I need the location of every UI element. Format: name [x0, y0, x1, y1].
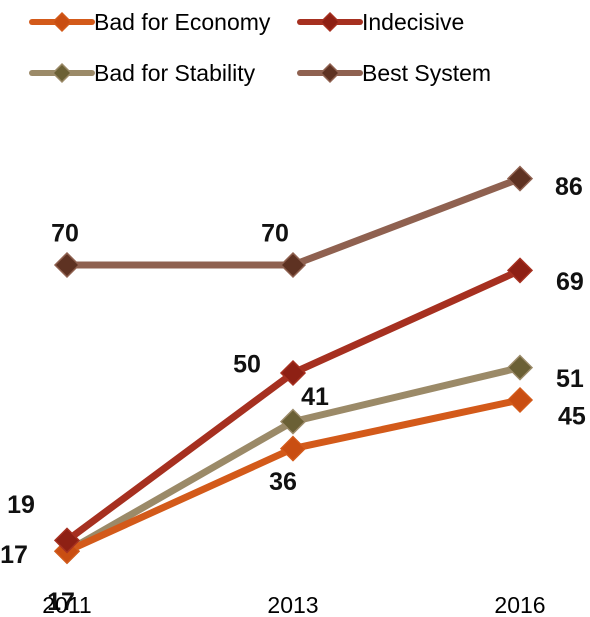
data-point-best-system-2013: [279, 251, 307, 279]
legend-label: Best System: [362, 60, 491, 86]
x-tick-label-2011: 2011: [42, 592, 91, 617]
data-label-indecisive-2016: 69: [556, 268, 584, 296]
data-label-best-system-2011: 70: [51, 220, 79, 248]
data-label-bad-for-economy-2016: 45: [558, 403, 586, 431]
legend-item-bad-for-economy: Bad for Economy: [29, 9, 271, 35]
legend-label: Bad for Stability: [94, 60, 256, 86]
series-line-indecisive: [63, 266, 524, 544]
series-markers: [53, 165, 534, 565]
data-point-best-system-2011: [53, 251, 81, 279]
data-point-bad-for-economy-2016: [506, 386, 534, 414]
legend-item-best-system: Best System: [297, 60, 491, 86]
legend: Bad for Economy Indecisive Bad for Stabili…: [29, 9, 491, 86]
data-label-bad-for-stability-2016: 51: [556, 365, 584, 393]
data-label-indecisive-2011: 19: [7, 491, 35, 519]
data-point-best-system-2016: [506, 165, 534, 192]
legend-item-bad-for-stability: Bad for Stability: [29, 60, 256, 86]
data-point-bad-for-stability-2013: [279, 408, 307, 435]
data-label-bad-for-economy-2013: 36: [269, 468, 297, 496]
legend-swatch-marker: [319, 62, 341, 84]
data-label-best-system-2013: 70: [261, 220, 289, 248]
data-label-best-system-2016: 86: [555, 173, 583, 201]
legend-label: Bad for Economy: [94, 9, 271, 35]
data-label-indecisive-2013: 50: [233, 351, 261, 379]
legend-item-indecisive: Indecisive: [297, 9, 464, 35]
data-point-indecisive-2011: [53, 527, 81, 554]
data-label-bad-for-stability-2011: 17: [47, 588, 75, 616]
data-point-bad-for-stability-2016: [506, 354, 534, 381]
x-axis-ticks: 2011 2013 2016: [42, 592, 545, 617]
data-label-bad-for-stability-2013: 41: [301, 383, 329, 411]
legend-swatch-marker: [51, 62, 73, 84]
data-point-indecisive-2016: [506, 257, 534, 284]
legend-swatch-marker: [319, 11, 341, 33]
data-label-bad-for-economy-2011: 17: [0, 541, 28, 569]
legend-label: Indecisive: [362, 9, 464, 35]
series-line-best-system: [63, 175, 524, 269]
data-labels: 17 36 45 19 50 69 17 41 51 70 70 86: [0, 173, 586, 616]
x-tick-label-2016: 2016: [494, 592, 545, 617]
legend-swatch-marker: [51, 11, 73, 33]
data-point-bad-for-economy-2013: [279, 435, 307, 462]
data-point-indecisive-2013: [279, 359, 307, 387]
x-tick-label-2013: 2013: [267, 592, 318, 617]
